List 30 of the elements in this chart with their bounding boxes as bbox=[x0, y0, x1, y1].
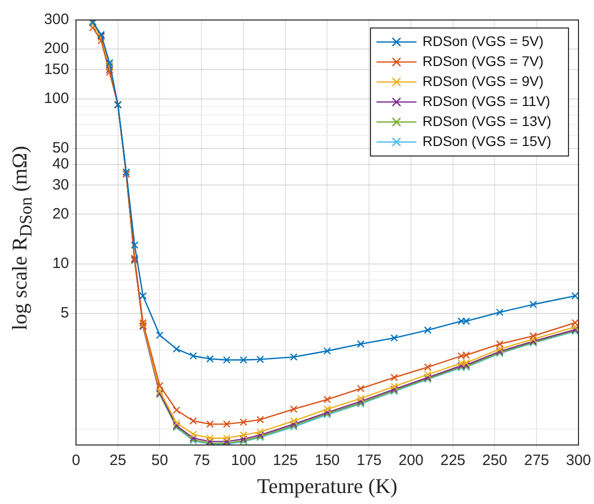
x-tick-label: 100 bbox=[230, 452, 256, 470]
x-tick-label: 250 bbox=[482, 452, 508, 470]
legend-label: RDSon (VGS = 9V) bbox=[422, 72, 544, 89]
x-tick-label: 200 bbox=[398, 452, 424, 470]
x-tick-label: 125 bbox=[272, 452, 298, 470]
x-tick-label: 175 bbox=[356, 452, 382, 470]
legend-label: RDSon (VGS = 15V) bbox=[422, 132, 552, 149]
y-tick-label: 20 bbox=[52, 205, 69, 222]
y-tick-label: 40 bbox=[52, 156, 69, 173]
legend-label: RDSon (VGS = 5V) bbox=[422, 32, 544, 49]
y-tick-label: 300 bbox=[44, 11, 69, 28]
y-tick-label: 50 bbox=[52, 140, 69, 157]
x-tick-label: 300 bbox=[566, 452, 591, 470]
y-tick-label: 100 bbox=[44, 90, 69, 107]
x-tick-label: 25 bbox=[110, 452, 126, 470]
x-tick-label: 150 bbox=[314, 452, 340, 470]
y-tick-label: 200 bbox=[44, 40, 69, 58]
y-tick-label: 150 bbox=[44, 60, 69, 78]
legend-label: RDSon (VGS = 11V) bbox=[422, 92, 550, 109]
x-tick-label: 225 bbox=[440, 452, 466, 470]
y-tick-label: 30 bbox=[52, 176, 69, 194]
legend-label: RDSon (VGS = 7V) bbox=[422, 52, 544, 69]
x-tick-label: 275 bbox=[524, 452, 550, 470]
x-tick-label: 50 bbox=[151, 452, 168, 470]
x-tick-label: 0 bbox=[72, 452, 80, 470]
x-axis-title: Temperature (K) bbox=[257, 474, 398, 498]
y-tick-label: 10 bbox=[52, 255, 69, 272]
legend-label: RDSon (VGS = 13V) bbox=[422, 112, 552, 129]
x-tick-label: 75 bbox=[193, 452, 210, 470]
y-tick-label: 5 bbox=[60, 304, 69, 322]
